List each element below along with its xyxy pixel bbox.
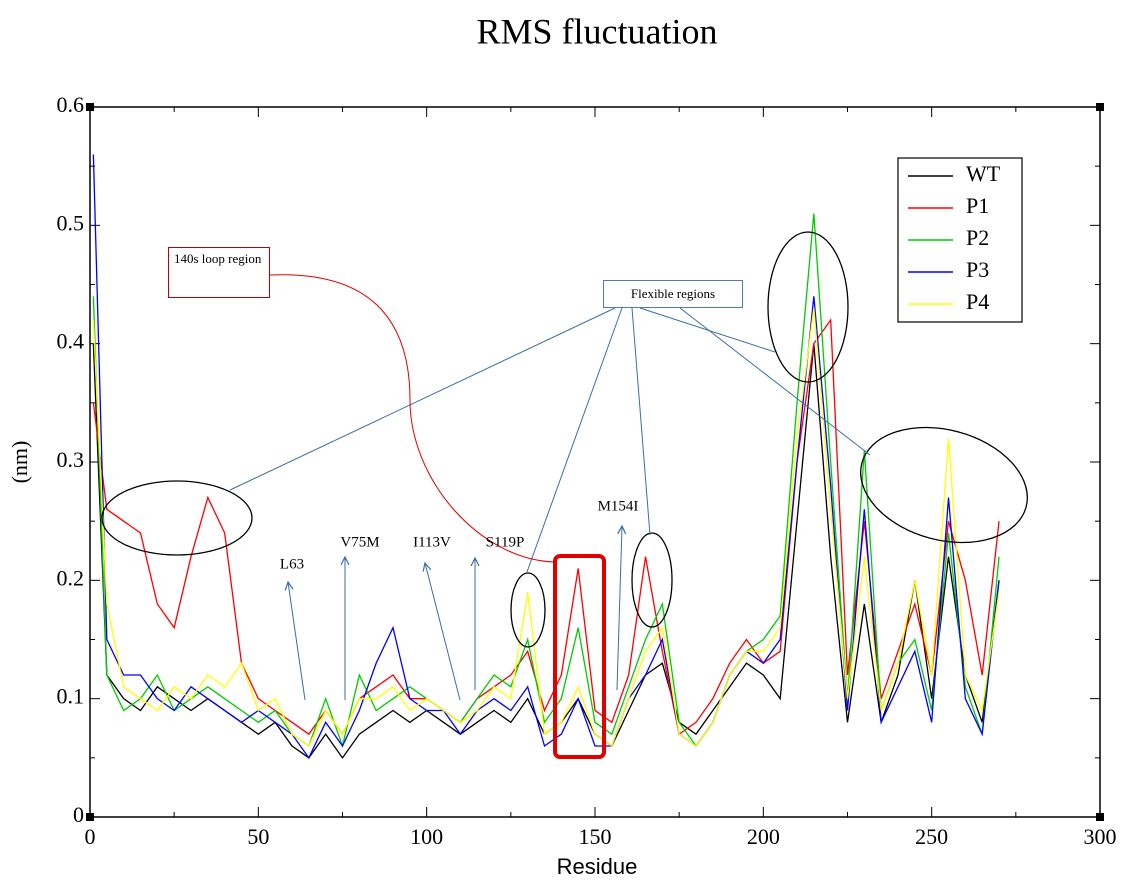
x-tick-label: 150 (579, 824, 612, 849)
y-tick-label: 0 (73, 802, 84, 827)
loop-connector (269, 274, 556, 563)
legend-label: P4 (966, 289, 989, 314)
mutation-arrow (425, 563, 461, 701)
flexible-annotation: Flexible regions (603, 280, 743, 308)
legend-label: P2 (966, 225, 989, 250)
corner-marker (1096, 103, 1104, 111)
x-tick-label: 300 (1084, 824, 1117, 849)
y-tick-label: 0.4 (57, 329, 85, 354)
pointer-line (639, 307, 776, 353)
pointer-line (631, 307, 651, 536)
x-tick-label: 250 (915, 824, 948, 849)
plot-frame (89, 106, 1101, 818)
mutation-label: L63 (280, 556, 304, 572)
x-tick-label: 50 (247, 824, 269, 849)
y-tick-label: 0.1 (57, 684, 85, 709)
highlight-ellipse (631, 532, 673, 628)
chart-title: RMS fluctuation (477, 11, 718, 51)
y-axis-label: (nm) (7, 441, 32, 484)
y-tick-label: 0.2 (57, 565, 85, 590)
x-tick-label: 200 (747, 824, 780, 849)
x-tick-label: 100 (410, 824, 443, 849)
mutation-label: S119P (486, 534, 525, 550)
corner-marker (1096, 813, 1104, 821)
mutation-arrow (616, 526, 622, 691)
series-line (92, 343, 1000, 759)
legend-label: P3 (966, 257, 989, 282)
mutation-label: V75M (340, 534, 379, 550)
corner-marker (86, 813, 94, 821)
x-tick-label: 0 (85, 824, 96, 849)
mutation-label: M154I (598, 498, 639, 514)
mutation-arrow (288, 582, 306, 701)
highlight-ellipse (767, 231, 849, 383)
highlight-ellipse (860, 426, 1028, 544)
corner-marker (86, 103, 94, 111)
y-tick-label: 0.6 (57, 92, 85, 117)
pointer-line (229, 307, 616, 491)
y-tick-label: 0.5 (57, 210, 85, 235)
mutation-label: I113V (413, 534, 451, 550)
pointer-line (526, 307, 623, 573)
legend-label: WT (966, 161, 1001, 186)
x-axis-label: Residue (557, 854, 638, 879)
series-line (92, 308, 1000, 748)
highlight-ellipse (101, 480, 253, 556)
series-line (92, 154, 1000, 760)
highlight-ellipse (510, 572, 546, 648)
pointer-line (679, 307, 871, 456)
loop-annotation: 140s loop region (168, 247, 270, 298)
legend-label: P1 (966, 193, 989, 218)
loop-highlight (553, 554, 606, 759)
y-tick-label: 0.3 (57, 447, 85, 472)
